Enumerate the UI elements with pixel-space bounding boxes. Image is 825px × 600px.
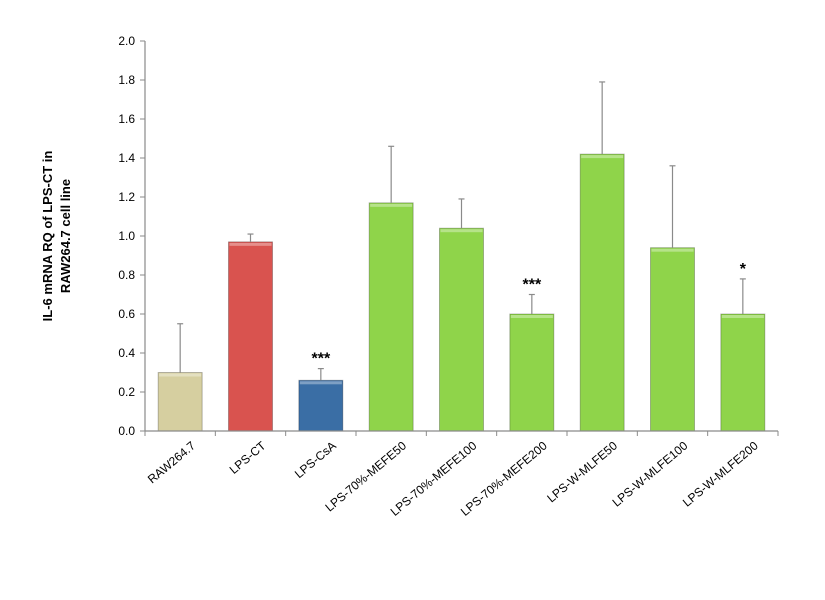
significance-mark: ***: [311, 351, 330, 368]
bar-highlight: [721, 315, 764, 318]
bar: [298, 379, 344, 432]
x-tick-label: RAW264.7: [145, 438, 198, 486]
y-axis-title: IL-6 mRNA RQ of LPS-CT in RAW264.7 cell …: [40, 151, 73, 322]
bar: [579, 153, 625, 432]
bar-highlight: [229, 242, 272, 246]
bar: [439, 227, 484, 432]
significance-marks-group: *******: [311, 261, 746, 368]
y-tick-label: 1.0: [118, 229, 135, 243]
x-tick-label: LPS-W-MLFE200: [680, 438, 761, 509]
x-tick-label: LPS-CsA: [292, 439, 339, 481]
y-axis-title-line-2: RAW264.7 cell line: [58, 179, 73, 293]
bar-highlight: [581, 155, 624, 159]
bar-highlight: [299, 381, 342, 385]
y-tick-label: 0.2: [118, 385, 135, 399]
bar-highlight: [651, 248, 694, 252]
y-tick-label: 2.0: [118, 34, 135, 48]
x-tick-label: LPS-W-MLFE100: [610, 438, 691, 509]
significance-mark: *: [740, 261, 747, 278]
bars-group: [157, 153, 766, 432]
x-tick-label: LPS-CT: [227, 438, 269, 477]
bar-highlight: [440, 229, 483, 233]
y-axis-ticks: 0.0 0.2 0.4 0.6 0.8 1.0 1.2 1.4 1.6 1.8 2.0: [118, 34, 145, 438]
y-tick-label: 1.4: [118, 151, 135, 165]
bar: [228, 241, 273, 432]
bar: [650, 247, 695, 432]
significance-mark: ***: [522, 277, 541, 294]
bar-highlight: [159, 373, 202, 377]
y-tick-label: 0.6: [118, 307, 135, 321]
bar: [368, 202, 414, 432]
y-tick-label: 0.0: [118, 424, 135, 438]
y-tick-label: 1.6: [118, 112, 135, 126]
axes-group: [144, 41, 778, 432]
bar: [509, 313, 555, 432]
y-tick-label: 0.4: [118, 346, 135, 360]
x-tick-label: LPS-W-MLFE50: [544, 438, 620, 505]
bar: [720, 313, 766, 432]
bar-highlight: [370, 203, 413, 207]
y-axis-title-line-1: IL-6 mRNA RQ of LPS-CT in: [40, 151, 55, 322]
y-tick-label: 1.8: [118, 73, 135, 87]
x-axis-tick-labels: RAW264.7 LPS-CT LPS-CsALPS-70%-MEFE50LPS-7…: [144, 431, 779, 519]
bar: [157, 372, 203, 432]
bar-highlight: [510, 315, 553, 318]
y-tick-label: 1.2: [118, 190, 135, 204]
error-bars-group: [177, 81, 746, 381]
y-tick-label: 0.8: [118, 268, 135, 282]
